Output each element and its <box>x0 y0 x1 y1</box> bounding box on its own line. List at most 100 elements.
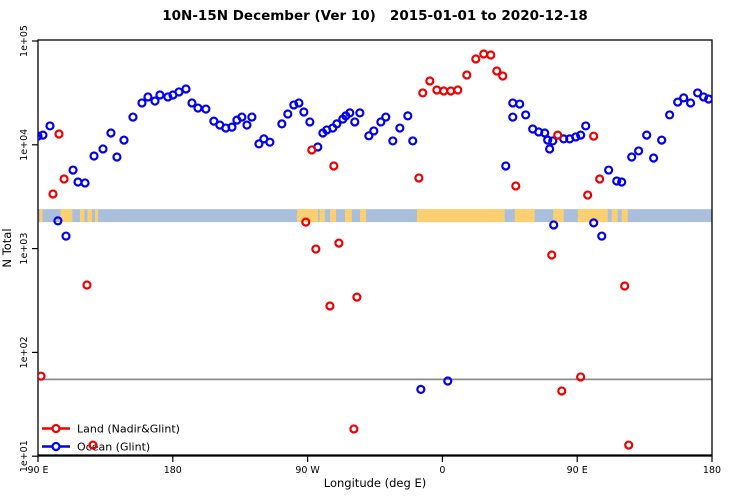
data-point <box>329 161 339 171</box>
data-point <box>38 371 46 381</box>
data-point <box>45 121 55 131</box>
data-point <box>492 66 502 76</box>
land-ocean-strip <box>38 209 712 223</box>
data-point <box>624 440 634 450</box>
data-point <box>425 76 435 86</box>
data-point <box>350 117 360 127</box>
data-point <box>128 112 138 122</box>
x-tick-label: 180 <box>703 465 721 476</box>
data-point <box>673 97 683 107</box>
data-point <box>453 85 463 95</box>
legend-item-land: Land (Nadir&Glint) <box>42 423 180 436</box>
legend: Land (Nadir&Glint) Ocean (Glint) <box>42 423 180 454</box>
data-point <box>61 231 71 241</box>
data-point <box>254 139 264 149</box>
data-point <box>576 130 586 140</box>
data-point <box>612 176 622 186</box>
y-tick-label: 1e+05 <box>19 25 30 57</box>
data-point <box>486 50 496 60</box>
data-point <box>418 88 428 98</box>
data-point <box>352 292 362 302</box>
data-point <box>589 131 599 141</box>
data-point <box>511 181 521 191</box>
data-point <box>38 130 48 140</box>
data-point <box>150 96 160 106</box>
strip-land-segment <box>319 209 325 223</box>
data-point <box>311 244 321 254</box>
data-point <box>685 98 696 108</box>
strip-ocean <box>38 209 712 223</box>
data-point <box>443 376 453 386</box>
data-point <box>634 146 644 156</box>
data-point <box>471 54 481 64</box>
data-point <box>576 372 586 382</box>
data-point <box>143 92 153 102</box>
data-point <box>82 280 92 290</box>
data-point <box>543 135 553 145</box>
data-point <box>617 177 627 187</box>
data-point <box>703 94 712 104</box>
data-point <box>553 130 563 140</box>
strip-land-segment <box>621 209 628 223</box>
data-point <box>597 231 607 241</box>
data-point <box>446 86 456 96</box>
data-point <box>106 128 116 138</box>
data-point <box>627 152 637 162</box>
data-point <box>395 123 405 133</box>
data-point <box>193 103 203 113</box>
legend-land-label: Land (Nadir&Glint) <box>77 423 180 436</box>
data-point <box>277 119 287 129</box>
data-point <box>549 220 559 230</box>
strip-land-segment <box>553 209 564 223</box>
strip-land-segment <box>39 209 43 223</box>
chart-title: 10N-15N December (Ver 10) 2015-01-01 to … <box>162 8 588 24</box>
data-point <box>137 98 147 108</box>
data-point <box>508 112 518 122</box>
data-point <box>53 216 63 226</box>
data-point <box>381 112 391 122</box>
y-tick-label: 1e+01 <box>19 440 30 472</box>
x-axis-title: Longitude (deg E) <box>324 476 426 490</box>
strip-land-segment <box>345 209 352 223</box>
data-point <box>657 135 667 145</box>
strip-land-segment <box>330 209 337 223</box>
data-point <box>48 189 58 199</box>
y-tick-label: 1e+04 <box>19 129 30 161</box>
data-point <box>332 119 342 129</box>
strip-land-segment <box>79 209 85 223</box>
axis-ticks: 90 E 180 90 W 0 90 E 180 1e+05 1e+04 1e+03 1e+02 1… <box>19 25 721 476</box>
data-point <box>38 131 43 141</box>
data-point <box>620 281 630 291</box>
strip-land-segment <box>416 209 505 223</box>
data-point <box>501 161 511 171</box>
legend-land-marker <box>51 423 61 434</box>
data-point <box>88 440 98 450</box>
data-point <box>583 190 593 200</box>
y-tick-label: 1e+02 <box>19 336 30 368</box>
data-point <box>416 384 426 395</box>
data-point <box>98 144 108 154</box>
data-point <box>693 88 703 98</box>
data-point <box>112 152 122 162</box>
data-point <box>521 110 531 120</box>
data-point <box>545 144 555 154</box>
data-points <box>38 49 712 450</box>
x-tick-label: 90 W <box>295 465 320 476</box>
data-point <box>237 112 247 122</box>
legend-ocean-label: Ocean (Glint) <box>77 441 150 454</box>
data-point <box>305 117 315 127</box>
data-point <box>325 301 335 311</box>
data-point <box>242 120 252 130</box>
data-point <box>294 98 304 108</box>
x-tick-label: 180 <box>164 465 182 476</box>
data-point <box>89 151 99 161</box>
data-point <box>581 121 591 131</box>
data-point <box>679 93 689 103</box>
data-point <box>201 104 211 114</box>
data-point <box>355 108 365 118</box>
data-point <box>54 129 64 139</box>
data-point <box>364 131 374 141</box>
strip-land-segment <box>60 209 73 223</box>
data-point <box>68 165 78 175</box>
data-point <box>642 130 652 140</box>
